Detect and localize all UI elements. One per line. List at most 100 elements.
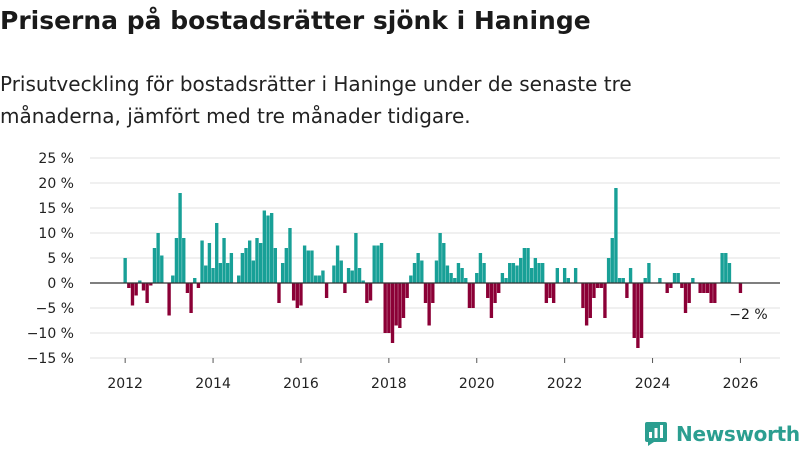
bar <box>482 263 486 283</box>
bar <box>127 283 131 288</box>
bar <box>555 268 560 283</box>
bar <box>405 283 409 298</box>
bar <box>434 260 439 283</box>
bar <box>211 268 215 283</box>
bar <box>134 283 138 296</box>
bar <box>519 258 523 283</box>
bar <box>412 263 417 283</box>
bar <box>167 283 171 316</box>
bar <box>493 283 497 303</box>
bar <box>343 283 347 293</box>
bar <box>537 263 541 283</box>
y-tick-label: 0 % <box>47 276 74 292</box>
bar <box>486 283 490 298</box>
y-tick-label: 5 % <box>47 251 74 267</box>
bar <box>354 233 358 283</box>
bar <box>324 283 329 298</box>
bar <box>639 283 644 338</box>
brand-logo: Newsworthy <box>644 418 800 450</box>
bar <box>456 263 461 283</box>
x-tick-label: 2016 <box>283 376 319 392</box>
bar <box>705 283 710 293</box>
bar <box>475 273 479 283</box>
bar <box>394 283 398 326</box>
bar <box>383 283 387 333</box>
bar <box>189 283 193 313</box>
bar <box>500 273 505 283</box>
x-tick-label: 2026 <box>723 376 759 392</box>
bar <box>632 283 636 338</box>
bar <box>478 253 483 283</box>
bar <box>636 283 640 348</box>
brand-name: Newsworthy <box>676 422 800 446</box>
bar <box>511 263 516 283</box>
bar <box>423 283 428 303</box>
bar <box>273 248 278 283</box>
bar <box>335 245 340 283</box>
bar <box>299 283 303 306</box>
bar <box>647 263 651 283</box>
bar <box>738 283 743 293</box>
bar <box>240 253 245 283</box>
bar <box>727 263 732 283</box>
bar <box>226 263 230 283</box>
bar <box>284 248 288 283</box>
gridlines <box>90 157 780 359</box>
bar <box>625 283 629 298</box>
bar <box>489 283 494 318</box>
bar <box>193 278 197 283</box>
bar <box>200 240 204 283</box>
bar <box>720 253 724 283</box>
bar <box>449 273 453 283</box>
bar <box>530 268 534 283</box>
bar <box>247 240 252 283</box>
y-tick-label: 15 % <box>38 201 74 217</box>
bar <box>504 278 508 283</box>
bar <box>306 250 310 283</box>
bar <box>332 265 336 283</box>
bar <box>584 283 589 326</box>
bar <box>592 283 596 298</box>
bar <box>218 263 223 283</box>
bar <box>171 275 175 283</box>
x-tick-label: 2014 <box>195 376 231 392</box>
x-tick-label: 2012 <box>107 376 143 392</box>
bar <box>442 243 446 283</box>
bar <box>687 283 691 303</box>
y-tick-label: −5 % <box>36 301 74 317</box>
chart-title: Priserna på bostadsrätter sjönk i Haning… <box>0 6 591 35</box>
bar <box>149 283 153 286</box>
bar <box>522 248 527 283</box>
bar <box>427 283 431 326</box>
y-tick-label: 25 % <box>38 151 74 167</box>
bar <box>401 283 406 318</box>
y-tick-label: 10 % <box>38 226 74 242</box>
latest-value-annotation: −2 % <box>729 307 767 323</box>
bar <box>588 283 592 318</box>
bar <box>573 268 578 283</box>
bar <box>691 278 695 283</box>
bar <box>229 253 234 283</box>
chart-subtitle: Prisutveckling för bostadsrätter i Hanin… <box>0 72 632 128</box>
bar <box>683 283 688 313</box>
bar <box>562 268 567 283</box>
bar <box>548 283 552 298</box>
bar <box>420 260 424 283</box>
bar <box>160 255 164 283</box>
bar <box>610 238 614 283</box>
bar <box>251 260 256 283</box>
x-tick-label: 2024 <box>635 376 671 392</box>
bar <box>376 245 380 283</box>
bar <box>255 238 259 283</box>
bar <box>368 283 373 301</box>
y-tick-label: 20 % <box>38 176 74 192</box>
bar <box>174 238 179 283</box>
bar <box>471 283 475 308</box>
bar <box>152 248 157 283</box>
bar <box>614 188 618 283</box>
bar <box>606 258 611 283</box>
bar <box>185 283 190 293</box>
bar <box>339 260 343 283</box>
x-tick-label: 2018 <box>371 376 407 392</box>
bar <box>669 283 673 288</box>
